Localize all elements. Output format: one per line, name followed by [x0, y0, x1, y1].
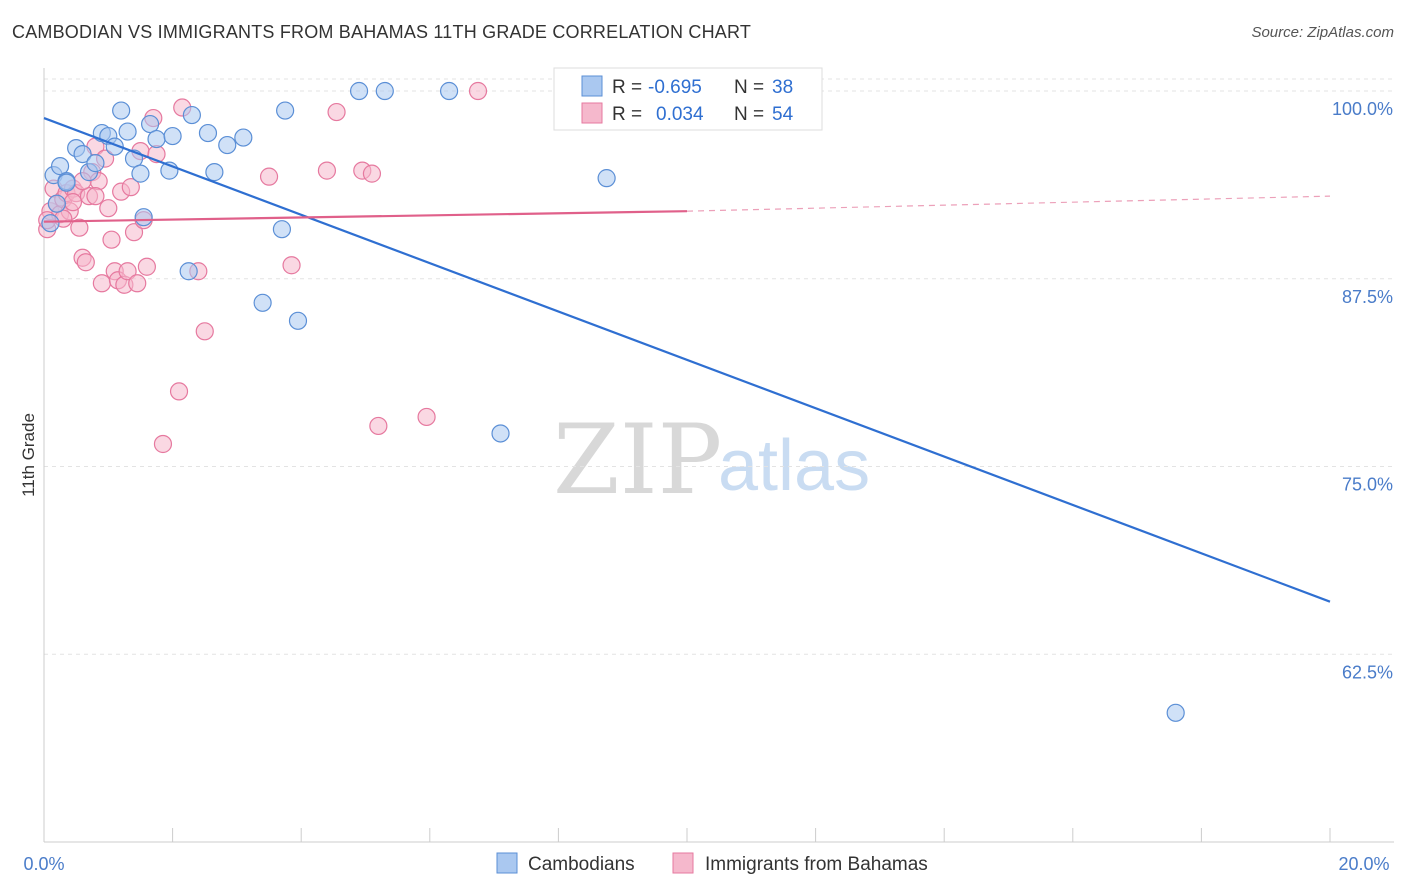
data-point: [597, 169, 616, 188]
watermark-atlas: atlas: [718, 426, 870, 506]
data-point: [205, 163, 224, 182]
data-point: [259, 167, 279, 186]
data-point: [439, 81, 459, 101]
data-point: [327, 102, 346, 122]
legend-n-label-2: N =: [734, 104, 764, 125]
legend-r-value-1: -0.695: [648, 77, 702, 98]
data-point: [118, 122, 137, 141]
data-point: [491, 424, 510, 443]
data-point: [375, 81, 394, 101]
data-point: [76, 253, 95, 272]
data-point: [47, 194, 66, 213]
chart-title: CAMBODIAN VS IMMIGRANTS FROM BAHAMAS 11T…: [12, 22, 752, 42]
data-point: [112, 101, 131, 120]
grid-lines: [44, 78, 1394, 655]
data-point: [124, 223, 144, 242]
data-point: [179, 262, 198, 281]
legend-swatch-bahamas: [581, 102, 603, 124]
data-point: [1166, 703, 1185, 722]
data-point: [86, 154, 105, 173]
data-point: [99, 199, 118, 218]
legend-n-value-1: 38: [772, 77, 793, 98]
data-point: [70, 218, 89, 237]
trend-lines: [43, 117, 1331, 603]
y-axis-label: 11th Grade: [19, 413, 38, 497]
data-point: [41, 214, 60, 233]
legend-r-label-2: R =: [612, 104, 642, 125]
data-point: [128, 274, 147, 293]
data-point: [57, 173, 76, 192]
data-point: [131, 164, 150, 183]
legend-r-value-2: 0.034: [656, 104, 704, 125]
legend-r-label-1: R =: [612, 77, 642, 98]
data-point: [140, 114, 160, 134]
y-tick-label: 87.5%: [1342, 287, 1393, 307]
data-point: [349, 81, 369, 101]
trend-line-bahamas-extension: [686, 195, 1331, 212]
y-tick-labels: 62.5% 75.0% 87.5% 100.0%: [1332, 99, 1393, 682]
legend-swatch-cambodians: [581, 75, 603, 97]
bottom-legend-swatch-bahamas: [672, 852, 694, 874]
data-point: [195, 322, 214, 341]
data-point: [234, 128, 253, 147]
data-point: [92, 274, 111, 293]
data-point: [182, 105, 201, 125]
data-point: [147, 129, 166, 149]
bottom-legend-swatch-cambodians: [496, 852, 518, 874]
data-point: [118, 262, 137, 281]
watermark-zip: ZIP: [553, 404, 722, 516]
data-point: [137, 257, 156, 276]
trend-line-cambodians: [43, 117, 1331, 603]
data-point: [153, 434, 173, 454]
data-point: [253, 293, 272, 312]
legend-n-value-2: 54: [772, 104, 794, 125]
data-point: [86, 187, 105, 206]
x-ticks: [43, 828, 1331, 842]
source-label: Source: ZipAtlas.com: [1251, 24, 1394, 41]
data-point: [218, 135, 237, 155]
data-point: [288, 311, 308, 330]
data-point: [272, 220, 292, 239]
bottom-legend: Cambodians Immigrants from Bahamas: [496, 852, 928, 875]
legend-n-label-1: N =: [734, 77, 764, 98]
x-tick-label-max: 20.0%: [1338, 854, 1389, 874]
data-point: [282, 256, 301, 275]
data-point: [102, 230, 121, 249]
data-point: [134, 208, 153, 227]
data-point: [121, 178, 140, 197]
axes: [43, 68, 1394, 843]
data-point: [73, 144, 92, 164]
data-point: [63, 193, 83, 212]
data-point: [276, 101, 295, 120]
bottom-legend-label-bahamas: Immigrants from Bahamas: [705, 854, 928, 875]
data-point: [417, 407, 436, 427]
x-tick-label-min: 0.0%: [23, 854, 64, 874]
data-point: [317, 161, 337, 180]
data-point: [468, 81, 488, 101]
data-point: [169, 382, 189, 401]
y-tick-label: 75.0%: [1342, 475, 1393, 495]
y-tick-label: 100.0%: [1332, 99, 1393, 119]
data-point: [198, 123, 218, 143]
trend-line-bahamas: [43, 210, 688, 223]
bottom-legend-label-cambodians: Cambodians: [528, 854, 635, 875]
legend-box: R = -0.695 N = 38 R = 0.034 N = 54: [553, 67, 823, 131]
y-tick-label: 62.5%: [1342, 662, 1393, 682]
data-point: [163, 126, 182, 146]
data-point: [50, 157, 70, 176]
data-point: [362, 164, 382, 183]
series-cambodians-points: [41, 81, 1185, 722]
data-point: [369, 416, 388, 436]
